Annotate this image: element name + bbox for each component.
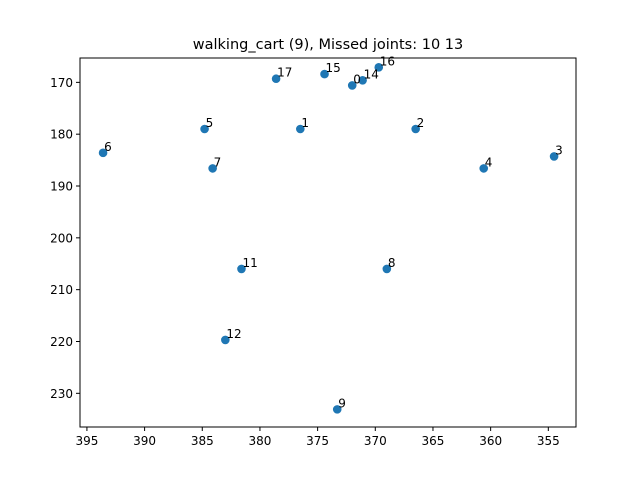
y-tick-label: 200: [50, 231, 73, 245]
data-point-8: [382, 264, 392, 274]
data-points: [98, 63, 559, 414]
data-point-14: [358, 75, 367, 85]
data-point-12: [221, 335, 230, 345]
data-point-3: [549, 152, 559, 161]
data-point-17: [271, 74, 281, 84]
x-tick-label: 365: [422, 434, 445, 448]
point-label-12: 12: [226, 327, 241, 341]
x-tick-label: 390: [133, 434, 156, 448]
point-label-14: 14: [364, 67, 379, 81]
x-tick-label: 360: [479, 434, 502, 448]
point-label-6: 6: [104, 140, 112, 154]
data-point-5: [200, 124, 209, 134]
y-axis: 170 180 190 200 210 220 230: [50, 76, 80, 401]
x-tick-label: 395: [75, 434, 98, 448]
point-label-5: 5: [206, 116, 214, 130]
x-tick-label: 380: [248, 434, 271, 448]
data-point-11: [237, 264, 246, 274]
x-axis: 395 390 385 380 375 370 365 360 355: [75, 427, 560, 448]
point-label-0: 0: [353, 72, 361, 86]
data-point-7: [208, 164, 217, 173]
y-tick-label: 180: [50, 128, 73, 142]
data-point-6: [98, 148, 108, 158]
point-label-7: 7: [214, 155, 222, 169]
chart-title: walking_cart (9), Missed joints: 10 13: [193, 37, 463, 53]
point-label-9: 9: [338, 396, 346, 410]
data-point-4: [479, 164, 489, 173]
x-tick-label: 355: [537, 434, 560, 448]
x-tick-label: 375: [306, 434, 329, 448]
x-tick-label: 370: [364, 434, 387, 448]
plot-frame: [79, 57, 577, 428]
x-tick-label: 385: [191, 434, 214, 448]
point-label-17: 17: [277, 66, 292, 80]
point-label-11: 11: [242, 256, 257, 270]
point-label-1: 1: [301, 116, 309, 130]
y-tick-label: 190: [50, 180, 73, 194]
y-tick-label: 220: [50, 335, 73, 349]
y-tick-label: 210: [50, 283, 73, 297]
data-point-0: [347, 81, 357, 90]
point-label-3: 3: [555, 143, 563, 157]
data-point-16: [374, 63, 384, 72]
data-point-15: [320, 69, 329, 79]
data-point-1: [296, 124, 305, 134]
point-label-16: 16: [380, 54, 395, 68]
y-tick-label: 170: [50, 76, 73, 90]
data-point-2: [411, 124, 420, 134]
point-label-8: 8: [388, 256, 396, 270]
data-point-9: [332, 405, 342, 414]
plot-area: [80, 58, 576, 427]
point-label-4: 4: [485, 155, 493, 169]
point-label-2: 2: [417, 116, 425, 130]
point-label-15: 15: [326, 61, 341, 75]
y-tick-label: 230: [50, 387, 73, 401]
